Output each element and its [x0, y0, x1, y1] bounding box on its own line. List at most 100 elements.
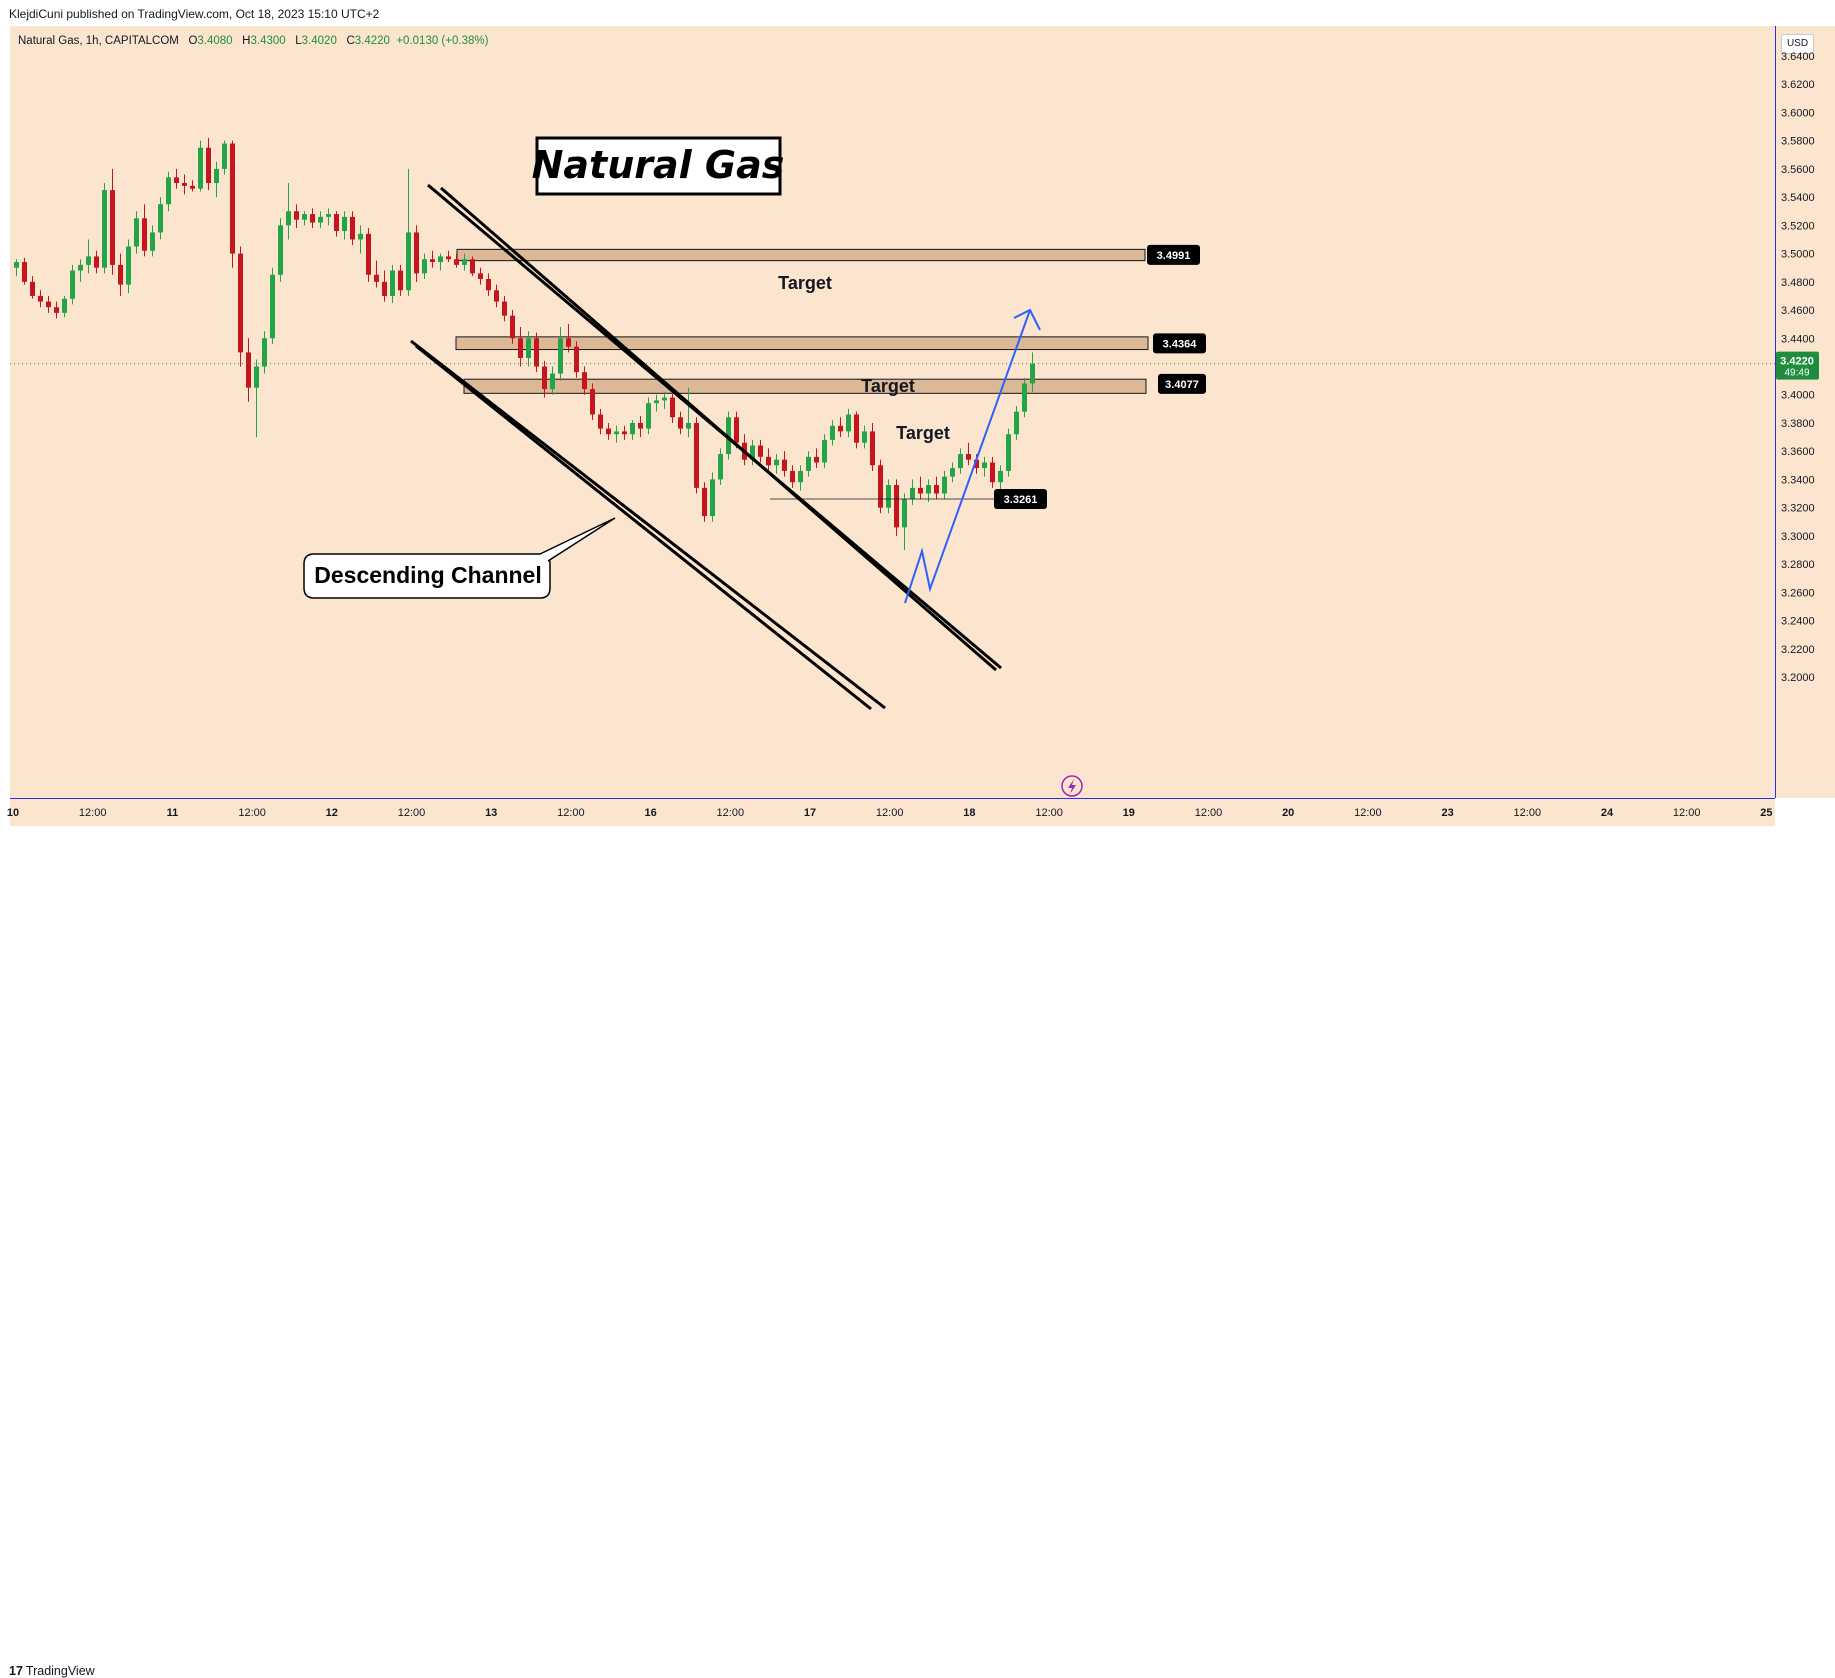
candle-body [702, 487, 707, 517]
price-tick-label: 3.5600 [1781, 164, 1815, 176]
candle [590, 383, 595, 421]
candle-body [614, 431, 619, 435]
candle [398, 264, 403, 296]
candle-body [150, 232, 155, 251]
candle [614, 425, 619, 443]
candle [494, 284, 499, 308]
time-tick-label: 18 [963, 807, 975, 819]
price-tick-label: 3.6000 [1781, 107, 1815, 119]
candle [190, 180, 195, 192]
candle [630, 420, 635, 440]
currency-badge[interactable]: USD [1781, 34, 1814, 54]
candle [702, 482, 707, 522]
candle [254, 359, 259, 438]
candle-body [406, 232, 411, 291]
candle-body [318, 216, 323, 223]
time-tick-label: 12:00 [238, 807, 266, 819]
projection-path [904, 309, 1031, 604]
candle [902, 493, 907, 550]
candle-body [678, 417, 683, 429]
candle-body [518, 338, 523, 359]
lightning-icon-bolt [1068, 779, 1076, 794]
candle [62, 295, 67, 318]
callout-text: Descending Channel [314, 562, 541, 588]
target-label: Target [778, 273, 832, 293]
lightning-icon [1061, 775, 1083, 797]
time-tick-label: 12:00 [717, 807, 745, 819]
candle [102, 183, 107, 274]
candle [782, 451, 787, 477]
time-axis[interactable] [10, 798, 1775, 827]
candle-body [86, 256, 91, 265]
channel-line [410, 339, 886, 710]
candle [774, 454, 779, 474]
candle-body [438, 256, 443, 263]
candle [654, 394, 659, 412]
candle [366, 228, 371, 282]
price-tick-label: 3.5400 [1781, 192, 1815, 204]
candle [550, 366, 555, 395]
candle [518, 326, 523, 367]
candle-body [262, 338, 267, 367]
candle [94, 250, 99, 274]
candle [214, 161, 219, 198]
price-label: 3.3261 [994, 489, 1047, 510]
candle [38, 290, 43, 308]
candle-body [174, 177, 179, 184]
candlestick-chart[interactable]: 3.6400 3.6200 3.6000 3.5800 3.5600 3.5400 3.52… [0, 0, 1835, 863]
candle-body [126, 246, 131, 285]
candle-body [366, 233, 371, 275]
candle [446, 250, 451, 263]
time-tick-label: 12:00 [1354, 807, 1382, 819]
time-tick-label: 25 [1760, 807, 1772, 819]
tradingview-logo[interactable]: 17 TradingView [9, 1664, 95, 1678]
candle-body [766, 456, 771, 466]
candle [582, 366, 587, 395]
candle [118, 253, 123, 296]
time-tick-label: 11 [167, 807, 179, 819]
target-zone [463, 378, 1147, 394]
candle-body [198, 147, 203, 189]
candle-body [30, 281, 35, 296]
candle-body [854, 414, 859, 443]
candle [358, 225, 363, 254]
candle [54, 301, 59, 319]
price-tick-label: 3.2000 [1781, 672, 1815, 684]
candle-body [142, 218, 147, 251]
candle-body [38, 295, 43, 302]
candle-body [78, 264, 83, 271]
candle [734, 411, 739, 449]
candle [918, 476, 923, 500]
time-tick-label: 17 [804, 807, 816, 819]
time-tick-label: 23 [1441, 807, 1453, 819]
candle-body [542, 366, 547, 390]
time-tick-label: 12:00 [1195, 807, 1223, 819]
candle-body [902, 499, 907, 528]
callout-pointer [539, 517, 616, 562]
candle-body [782, 459, 787, 471]
price-label: 3.4077 [1158, 373, 1206, 394]
candle-body [998, 470, 1003, 483]
candle [942, 470, 947, 500]
candle-body [830, 425, 835, 440]
candle-body [726, 417, 731, 455]
candle-body [118, 264, 123, 285]
candle [814, 448, 819, 469]
candle-body [654, 400, 659, 404]
candle [686, 387, 691, 438]
candle [822, 434, 827, 469]
chart-area[interactable] [10, 26, 1775, 798]
candle-body [1014, 411, 1019, 435]
candle [326, 208, 331, 226]
price-label-bg [994, 489, 1047, 510]
candle-body [102, 190, 107, 268]
candle-body [14, 262, 19, 268]
candle [750, 439, 755, 466]
candle-body [566, 338, 571, 347]
candle-body [574, 346, 579, 373]
candle [406, 168, 411, 296]
high-label: H [242, 35, 251, 47]
candle [878, 459, 883, 514]
price-axis[interactable] [1775, 26, 1835, 798]
candle [382, 270, 387, 302]
